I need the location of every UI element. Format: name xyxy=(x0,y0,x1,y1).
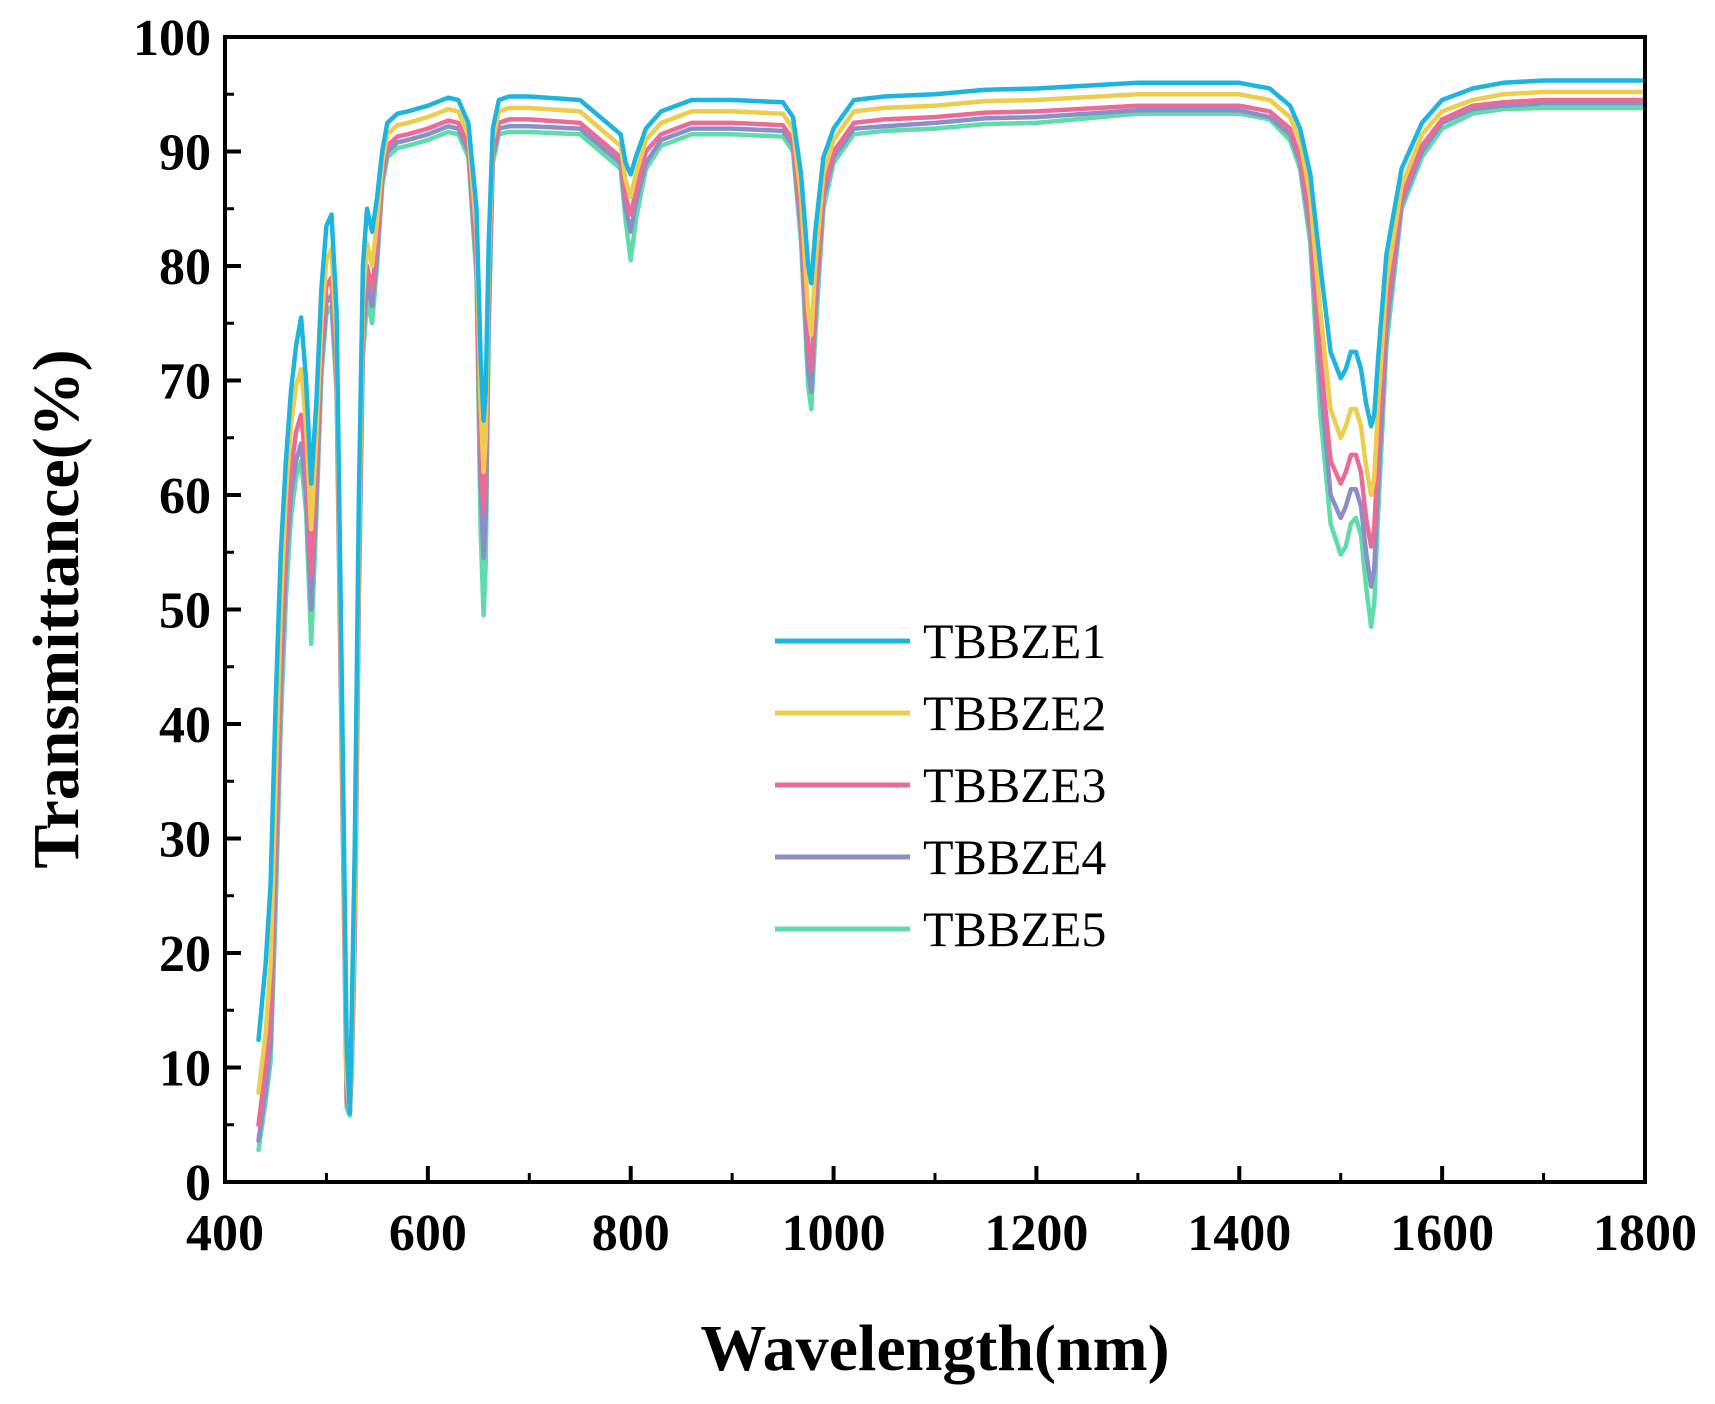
y-tick-label: 70 xyxy=(159,354,211,411)
plot-frame xyxy=(223,35,1647,1184)
x-tick-label: 1400 xyxy=(1187,1205,1291,1262)
series-line-tbbze1 xyxy=(256,78,1648,1116)
legend-label-tbbze2: TBBZE2 xyxy=(923,685,1106,741)
y-tick-label: 30 xyxy=(159,812,211,869)
legend-label-tbbze3: TBBZE3 xyxy=(923,757,1106,813)
legend-label-tbbze4: TBBZE4 xyxy=(923,829,1106,885)
y-tick-label: 90 xyxy=(159,125,211,182)
y-tick-label: 40 xyxy=(159,697,211,754)
y-tick-label: 0 xyxy=(185,1155,211,1212)
legend-label-tbbze5: TBBZE5 xyxy=(923,901,1106,957)
y-tick-label: 50 xyxy=(159,583,211,640)
y-tick-label: 20 xyxy=(159,926,211,983)
y-tick-label: 80 xyxy=(159,239,211,296)
x-tick-label: 1600 xyxy=(1390,1205,1494,1262)
y-axis-title: Transmittance(%) xyxy=(20,349,93,868)
x-tick-label: 600 xyxy=(389,1205,467,1262)
series-line-tbbze2 xyxy=(256,89,1648,1116)
x-tick-label: 1200 xyxy=(984,1205,1088,1262)
legend: TBBZE1 TBBZE2 TBBZE3 TBBZE4 TBBZE5 xyxy=(775,613,1106,957)
series-layer xyxy=(256,78,1648,1153)
y-tick-label: 60 xyxy=(159,468,211,525)
y-tick-label: 100 xyxy=(133,10,211,67)
x-tick-label: 1000 xyxy=(782,1205,886,1262)
legend-label-tbbze1: TBBZE1 xyxy=(923,613,1106,669)
x-axis-title: Wavelength(nm) xyxy=(700,1312,1169,1385)
x-tick-label: 800 xyxy=(592,1205,670,1262)
y-tick-label: 10 xyxy=(159,1041,211,1098)
x-tick-label: 400 xyxy=(186,1205,264,1262)
ticks-layer: 400 600 800 1000 1200 1400 1600 1800 0 10 20 30 40 50… xyxy=(133,10,1697,1262)
x-tick-label: 1800 xyxy=(1593,1205,1697,1262)
